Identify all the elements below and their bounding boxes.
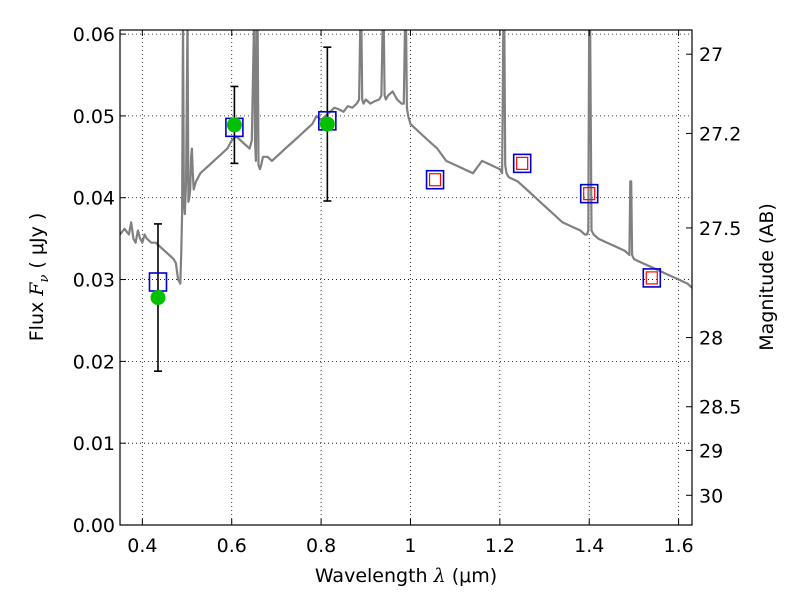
right-tick-label: 28	[699, 328, 723, 350]
right-tick-label: 27.5	[699, 218, 741, 240]
y-tick-label: 0.01	[73, 433, 115, 455]
right-tick-label: 30	[699, 485, 723, 507]
grid	[120, 30, 692, 525]
x-tick-label: 1.6	[663, 535, 693, 557]
plot-background	[120, 30, 692, 525]
y-tick-label: 0.03	[73, 270, 115, 292]
y-tick-label: 0.02	[73, 351, 115, 373]
right-tick-label: 27	[699, 44, 723, 66]
y-axis-label-symbol: F	[26, 282, 48, 297]
model-photometry-nodata-point	[516, 156, 529, 170]
model-photometry-point	[642, 268, 662, 288]
x-tick-label: 1	[404, 535, 416, 557]
y-axis-label: Flux Fν ( μJy )	[26, 213, 52, 342]
x-tick-label: 0.8	[306, 535, 336, 557]
x-tick-label: 1.4	[574, 535, 604, 557]
model-photometry-point	[579, 183, 599, 204]
model-photometry-nodata-point	[428, 173, 442, 187]
y-axis-label-text: Flux	[26, 302, 48, 342]
y-axis-label-sub: ν	[37, 275, 52, 283]
right-tick-label: 27.2	[699, 123, 741, 145]
right-tick-label: 29	[699, 440, 723, 462]
axes: 0.4 0.6 0.8 1 1.2 1.4 1.6 0.00 0.01 0.02 0.03 0.04 0…	[73, 24, 742, 557]
model-photometry-nodata-point	[583, 187, 596, 201]
model-photometry-point	[512, 153, 532, 174]
x-tick-label: 0.4	[127, 535, 157, 557]
observed-point	[319, 116, 335, 132]
y-tick-label: 0.06	[73, 24, 115, 46]
model-photometry-nodata-point	[645, 271, 658, 285]
x-tick-label: 0.6	[217, 535, 247, 557]
y-tick-label: 0.00	[73, 515, 115, 537]
observed-point	[226, 117, 242, 133]
x-axis-label-unit: (μm)	[452, 565, 497, 587]
plot-frame	[119, 29, 693, 526]
right-tick-label: 28.5	[699, 397, 741, 419]
y-axis-label-unit: μJy	[26, 226, 48, 255]
y-tick-label: 0.05	[73, 106, 115, 128]
x-axis-label-symbol: λ	[433, 565, 446, 587]
model-sed-line	[120, 30, 692, 289]
observed-point	[150, 290, 166, 306]
plot-area	[120, 30, 692, 372]
x-tick-label: 1.2	[485, 535, 515, 557]
model-photometry-point	[425, 169, 445, 190]
x-axis-label: Wavelength λ (μm)	[315, 565, 497, 587]
x-axis-label-text: Wavelength	[315, 565, 428, 587]
right-axis-label: Magnitude (AB)	[756, 203, 778, 351]
y-tick-label: 0.04	[73, 188, 115, 210]
